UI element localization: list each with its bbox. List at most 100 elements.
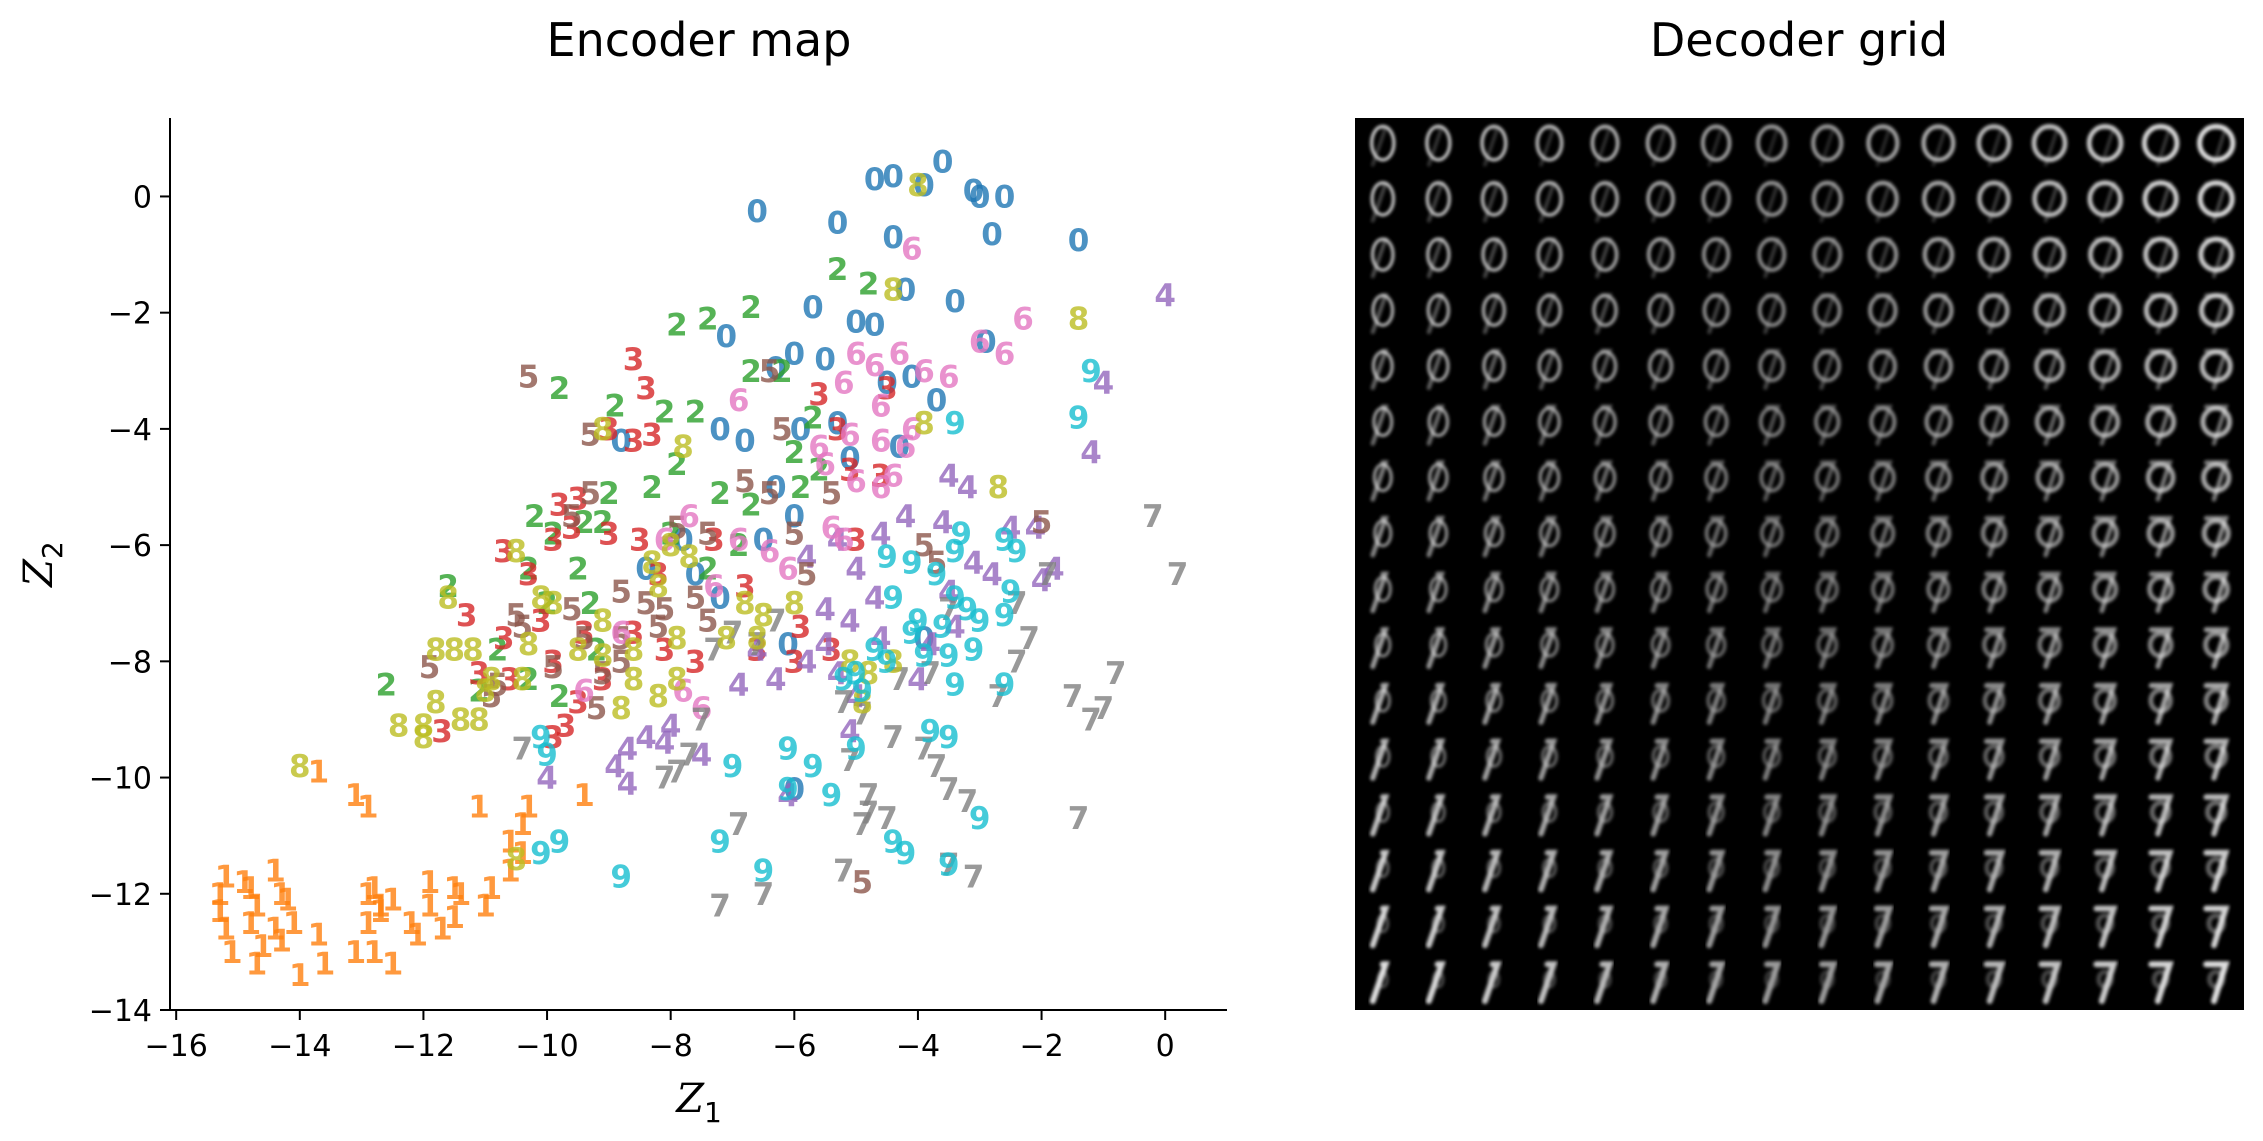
decoder-cell-stroke xyxy=(1763,237,1781,279)
digit-point-3: 3 xyxy=(542,720,564,756)
decoder-cell-stroke xyxy=(1707,126,1725,167)
digit-point-5: 5 xyxy=(648,610,670,646)
decoder-cell xyxy=(2088,293,2122,335)
decoder-cell-stroke xyxy=(1425,961,1446,1005)
decoder-cell-stroke xyxy=(1594,738,1614,781)
decoder-cell-stroke xyxy=(1929,627,1950,670)
digit-point-7: 7 xyxy=(938,848,960,884)
digit-point-3: 3 xyxy=(845,522,867,558)
digit-point-4: 4 xyxy=(691,737,713,773)
x-axis-ticks: −16 −14 −12 −10 −8 −6 −4 −2 0 xyxy=(145,1010,1175,1064)
decoder-cell xyxy=(1762,794,1782,837)
digit-point-2: 2 xyxy=(808,453,830,489)
decoder-cell xyxy=(1537,348,1562,390)
digit-point-2: 2 xyxy=(728,528,750,564)
digit-point-0: 0 xyxy=(672,522,694,558)
decoder-cell-stroke xyxy=(2204,126,2229,167)
digit-point-3: 3 xyxy=(499,662,521,698)
digit-point-7: 7 xyxy=(920,656,942,692)
decoder-cell-stroke xyxy=(2148,905,2174,949)
decoder-cell xyxy=(1981,571,2007,614)
decoder-cell xyxy=(1870,515,1896,558)
digit-point-3: 3 xyxy=(623,342,645,378)
y-axis-label: Z2 xyxy=(16,541,69,589)
decoder-cell-stroke xyxy=(2093,627,2118,670)
decoder-cell xyxy=(2203,682,2230,725)
decoder-cell xyxy=(1703,404,1729,446)
decoder-cell xyxy=(1981,627,2006,670)
decoder-cell xyxy=(1370,627,1392,670)
decoder-cell xyxy=(2034,348,2065,390)
digit-point-3: 3 xyxy=(561,511,583,547)
decoder-cell xyxy=(1869,404,1897,446)
digit-point-1: 1 xyxy=(369,894,391,930)
decoder-cell-stroke xyxy=(1763,348,1781,390)
digit-point-1: 1 xyxy=(450,877,472,913)
decoder-cell-loop xyxy=(1539,575,1560,603)
decoder-cell-stroke xyxy=(1983,849,2006,893)
digit-point-1: 1 xyxy=(345,935,367,971)
digit-point-9: 9 xyxy=(950,517,972,553)
digit-point-9: 9 xyxy=(876,540,898,576)
digit-point-5: 5 xyxy=(561,499,583,535)
digit-point-5: 5 xyxy=(610,644,632,680)
digit-point-8: 8 xyxy=(462,633,484,669)
decoder-cell xyxy=(1426,682,1447,725)
digit-point-5: 5 xyxy=(654,592,676,628)
decoder-cell-stroke xyxy=(1928,905,1950,949)
digit-point-8: 8 xyxy=(413,708,435,744)
decoder-cell-stroke xyxy=(1370,460,1389,502)
digit-point-1: 1 xyxy=(419,865,441,901)
digit-point-3: 3 xyxy=(549,487,571,523)
digit-point-8: 8 xyxy=(672,429,694,465)
digit-point-3: 3 xyxy=(431,714,453,750)
decoder-cell-stroke xyxy=(2149,126,2173,167)
decoder-cell xyxy=(1426,627,1448,670)
decoder-cell-stroke xyxy=(1538,961,1558,1005)
decoder-cell xyxy=(1481,961,1502,1005)
x-tick-label: −6 xyxy=(772,1029,816,1064)
decoder-cell xyxy=(1873,961,1894,1005)
decoder-cell xyxy=(1818,905,1838,949)
digit-point-1: 1 xyxy=(215,912,237,948)
decoder-cell xyxy=(2038,738,2062,781)
decoder-cell xyxy=(1538,515,1560,558)
digit-point-2: 2 xyxy=(536,586,558,622)
digit-point-4: 4 xyxy=(1031,563,1053,599)
decoder-cell xyxy=(1701,180,1731,223)
digit-point-3: 3 xyxy=(456,598,478,634)
digit-point-7: 7 xyxy=(1167,557,1189,593)
decoder-cell xyxy=(2093,738,2118,781)
decoder-cell xyxy=(1873,905,1894,949)
decoder-cell xyxy=(1816,627,1839,670)
digit-point-4: 4 xyxy=(938,458,960,494)
digit-point-0: 0 xyxy=(827,406,849,442)
decoder-cell xyxy=(1482,627,1504,670)
digit-point-5: 5 xyxy=(487,668,509,704)
digit-point-1: 1 xyxy=(382,947,404,983)
digit-point-7: 7 xyxy=(512,732,534,768)
decoder-cell-loop xyxy=(1483,519,1505,548)
y-tick-label: −2 xyxy=(108,297,152,332)
decoder-cell xyxy=(1594,682,1615,725)
decoder-cell xyxy=(1980,515,2008,558)
decoder-cell-stroke xyxy=(1483,126,1501,167)
decoder-cell xyxy=(1482,849,1502,893)
decoder-cell xyxy=(2197,123,2236,167)
digit-point-7: 7 xyxy=(1093,691,1115,727)
decoder-cell-stroke xyxy=(2203,627,2230,670)
decoder-cell xyxy=(1978,293,2010,335)
decoder-cell-stroke xyxy=(1874,515,1893,558)
decoder-cell-stroke xyxy=(1482,627,1502,670)
digit-point-4: 4 xyxy=(746,633,768,669)
digit-point-0: 0 xyxy=(784,772,806,808)
digit-point-9: 9 xyxy=(549,825,571,861)
decoder-cell-stroke xyxy=(1650,738,1670,781)
digit-point-1: 1 xyxy=(271,877,293,913)
decoder-cell xyxy=(1927,738,1950,781)
digit-point-8: 8 xyxy=(839,644,861,680)
digit-point-3: 3 xyxy=(685,644,707,680)
digit-point-2: 2 xyxy=(660,517,682,553)
decoder-cell xyxy=(2199,348,2233,390)
digit-point-9: 9 xyxy=(536,737,558,773)
